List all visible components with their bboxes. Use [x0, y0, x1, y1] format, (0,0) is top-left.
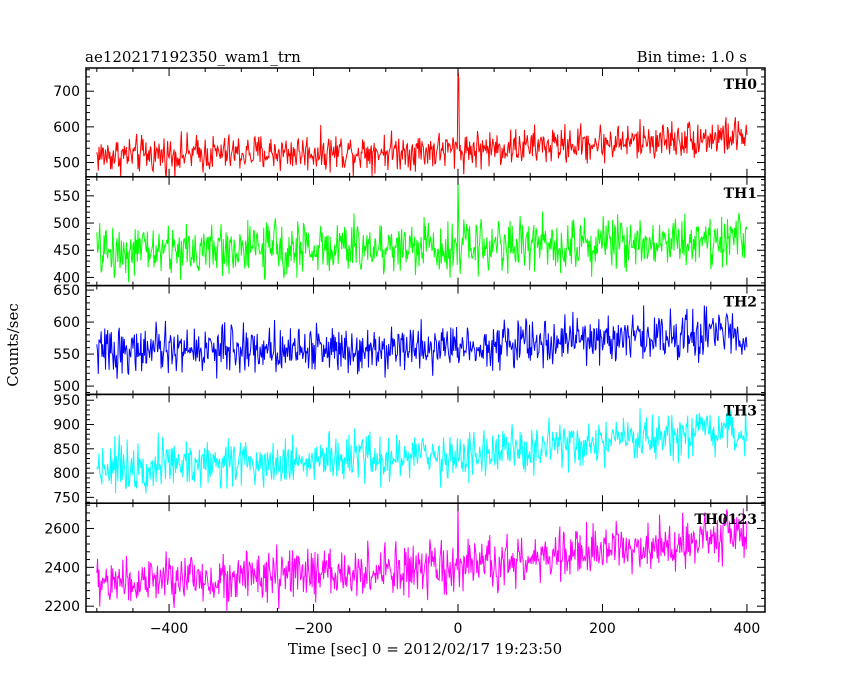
panel-th1: 400 450 500 550 TH1 — [53, 176, 766, 286]
series-label-th1: TH1 — [724, 186, 757, 202]
y-tick-label: 800 — [53, 466, 80, 482]
series-line-th0 — [96, 69, 748, 177]
y-tick-label: 2600 — [44, 521, 80, 537]
panel-th2: 500 550 600 650 TH2 — [53, 283, 766, 396]
y-tick-label: 900 — [53, 418, 80, 434]
y-tick-label: 500 — [53, 216, 80, 232]
series-label-th0: TH0 — [724, 77, 758, 93]
y-tick-label: 2200 — [44, 599, 80, 615]
y-tick-label: 550 — [53, 347, 80, 363]
y-tick-label: 750 — [53, 490, 80, 506]
panel-frame — [85, 502, 766, 613]
series-label-th2: TH2 — [724, 295, 757, 311]
chart-title-right: Bin time: 1.0 s — [637, 48, 747, 66]
y-tick-label: 400 — [53, 270, 80, 286]
series-line-th3 — [96, 407, 748, 494]
y-tick-label: 850 — [53, 442, 80, 458]
x-tick-label: 400 — [734, 621, 761, 637]
x-tick-label: −400 — [150, 621, 188, 637]
panel-th0: 500 600 700 TH0 — [53, 67, 766, 178]
y-tick-label: 500 — [53, 156, 80, 172]
y-tick-label: 2400 — [44, 560, 80, 576]
x-axis-label: Time [sec] 0 = 2012/02/17 19:23:50 — [288, 640, 562, 658]
x-tick-labels: −400 −200 0 200 400 — [150, 621, 760, 637]
series-label-th3: TH3 — [724, 403, 757, 419]
series-line-th2 — [96, 305, 748, 379]
y-tick-label: 650 — [53, 283, 80, 299]
panel-th3: 750 800 850 900 950 TH3 — [53, 393, 766, 506]
x-tick-label: 200 — [589, 621, 616, 637]
y-tick-label: 600 — [53, 315, 80, 331]
chart-title-left: ae120217192350_wam1_trn — [85, 48, 301, 66]
series-line-th1 — [96, 179, 748, 283]
panel-th0123: 2200 2400 2600 TH0123 — [44, 502, 766, 615]
panels-group: 500 600 700 TH0 400 450 500 550 TH1 500 550 600 650 T… — [44, 67, 766, 615]
y-tick-label: 500 — [53, 379, 80, 395]
x-tick-label: 0 — [454, 621, 463, 637]
series-line-th0123 — [96, 503, 748, 611]
y-tick-label: 700 — [53, 84, 80, 100]
y-tick-label: 950 — [53, 393, 80, 409]
x-tick-label: −200 — [294, 621, 332, 637]
y-axis-label: Counts/sec — [4, 303, 22, 387]
y-tick-label: 450 — [53, 243, 80, 259]
y-tick-label: 550 — [53, 189, 80, 205]
series-label-th0123: TH0123 — [694, 512, 757, 528]
y-tick-label: 600 — [53, 120, 80, 136]
